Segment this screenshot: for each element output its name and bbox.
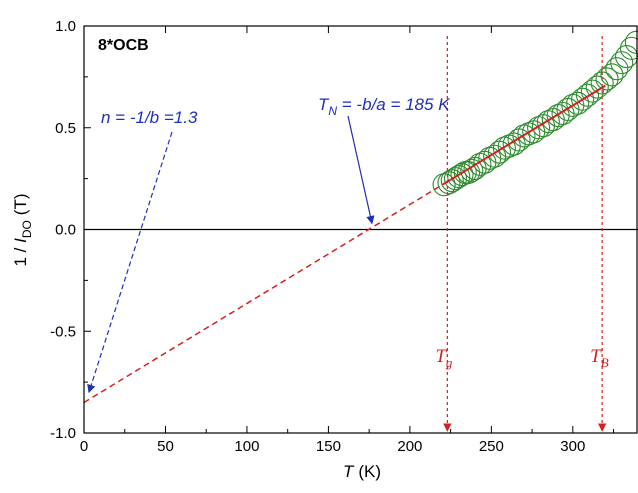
data-point xyxy=(566,91,590,115)
tn-subscript: N xyxy=(328,104,337,118)
x-tick-label: 300 xyxy=(560,438,585,455)
x-axis-label: T (K) xyxy=(343,462,381,481)
tn-annotation: TN = -b/a = 185 K xyxy=(318,95,450,118)
vertical-marker-label: Tg xyxy=(435,346,453,370)
x-axis-unit: (K) xyxy=(358,462,381,481)
marker-symbol: T xyxy=(590,346,602,367)
data-point xyxy=(460,158,484,183)
y-axis-subscript: DO xyxy=(20,220,34,238)
n-annotation: n = -1/b =1.3 xyxy=(101,108,198,127)
marker-subscript: B xyxy=(601,355,609,370)
data-point xyxy=(571,87,595,111)
fit-line-layer xyxy=(83,184,443,404)
data-points-layer xyxy=(432,30,638,197)
axes-layer xyxy=(83,25,638,434)
data-point xyxy=(585,75,609,99)
x-tick-label: 200 xyxy=(397,438,422,455)
y-axis-prefix: 1 / xyxy=(11,243,30,267)
n-arrow xyxy=(87,131,173,394)
data-point xyxy=(492,136,516,160)
y-tick-label: 0.5 xyxy=(55,120,76,137)
annotation-layer: TN = -b/a = 185 Kn = -1/b =1.3 xyxy=(87,95,450,394)
y-axis-symbol: I xyxy=(11,238,30,243)
data-point xyxy=(590,71,614,95)
tick-label-layer: 0 50 100 150 200 250 300 1.0 0.5 0.0 -0.5 -1.0 xyxy=(50,18,585,455)
x-axis-symbol: T xyxy=(343,462,355,481)
data-point xyxy=(605,57,629,81)
x-tick-label: 150 xyxy=(316,438,341,455)
fit-line-solid xyxy=(441,84,606,186)
data-point xyxy=(624,30,638,54)
x-tick-label: 0 xyxy=(80,438,88,455)
fit-line-dashed xyxy=(83,184,443,404)
y-tick-label: -0.5 xyxy=(50,323,76,340)
tn-symbol: T xyxy=(318,95,330,114)
vertical-marker-layer: Tg TB xyxy=(435,36,609,432)
data-point xyxy=(600,63,624,87)
data-point xyxy=(610,51,634,75)
vertical-marker-label: TB xyxy=(590,346,609,370)
x-tick-label: 250 xyxy=(479,438,504,455)
data-point xyxy=(447,165,471,189)
data-point xyxy=(512,124,536,148)
data-point xyxy=(580,79,604,103)
panel-title: 8*OCB xyxy=(98,37,149,54)
y-axis-unit: (T) xyxy=(11,193,30,215)
tn-rest: = -b/a = 185 K xyxy=(337,95,450,114)
x-tick-label: 100 xyxy=(234,438,259,455)
y-tick-label: -1.0 xyxy=(50,425,76,442)
data-point xyxy=(619,36,638,60)
marker-subscript: g xyxy=(446,355,453,370)
y-axis-label: 1 / IDO (T) xyxy=(11,193,34,266)
data-point xyxy=(595,67,619,91)
tn-arrow xyxy=(347,115,375,225)
marker-symbol: T xyxy=(435,346,447,367)
y-tick-label: 1.0 xyxy=(55,18,76,35)
x-tick-label: 50 xyxy=(157,438,174,455)
y-tick-label: 0.0 xyxy=(55,222,76,239)
data-point xyxy=(575,83,600,107)
